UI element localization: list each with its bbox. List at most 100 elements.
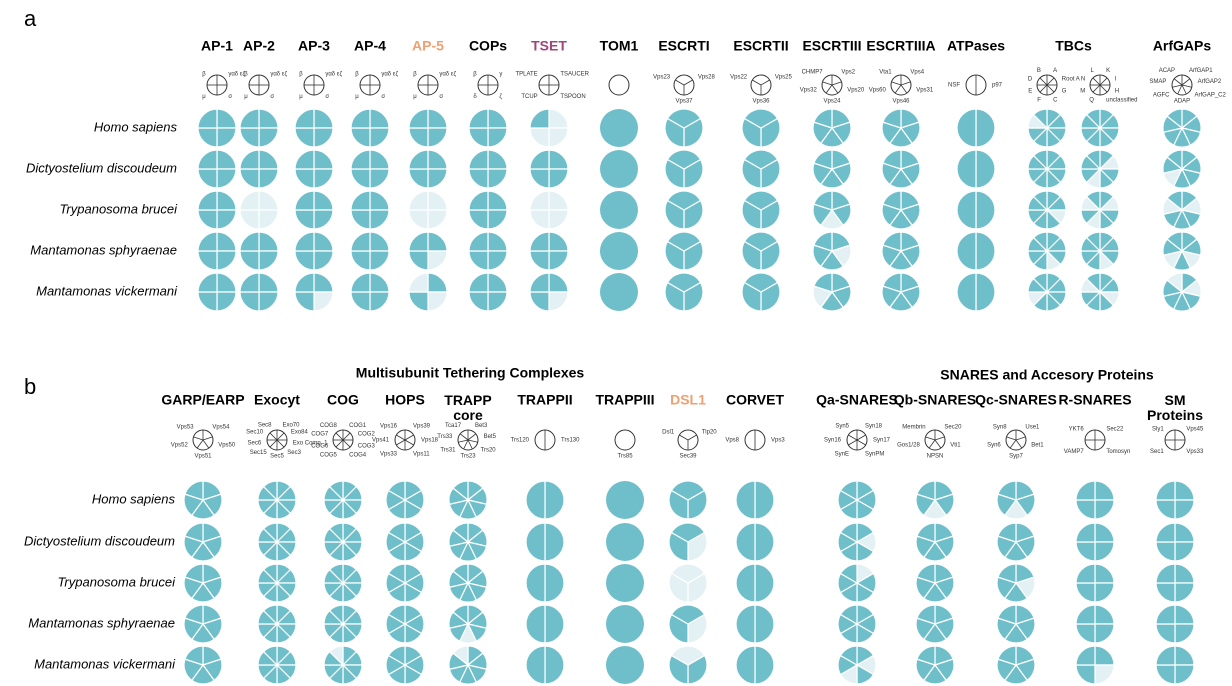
key-label: ACAP (1159, 68, 1175, 74)
segment (743, 190, 779, 211)
segment (427, 231, 448, 252)
key-divider (848, 434, 858, 441)
key-label: Trs33 (437, 434, 453, 440)
organism-label: Dictyostelium discoudeum (26, 160, 177, 175)
segment (1094, 645, 1115, 666)
key-label: COG8 (320, 423, 338, 429)
segment (487, 272, 508, 293)
segment (197, 250, 218, 271)
key-label: Tip20 (702, 430, 717, 436)
key-divider (1039, 84, 1048, 93)
segment (328, 522, 344, 544)
segment (548, 190, 569, 211)
segment (544, 480, 565, 520)
column-header: TRAPP core (444, 392, 491, 423)
segment (1155, 623, 1176, 644)
key-label: Vps8 (725, 438, 739, 444)
key-label: COG6 (311, 444, 329, 450)
segment (544, 522, 565, 562)
segment (670, 604, 706, 625)
segment (258, 250, 279, 271)
segment (997, 645, 1017, 666)
segment (239, 291, 260, 312)
segment (1032, 108, 1048, 130)
segment (754, 480, 775, 520)
key-label: Syn5 (835, 424, 849, 430)
segment (452, 563, 469, 585)
key-divider (196, 439, 204, 449)
key-divider (675, 79, 685, 86)
key-label: Root A (1062, 76, 1080, 82)
segment (452, 522, 469, 544)
segment (1094, 623, 1115, 644)
segment (813, 108, 833, 129)
segment (525, 563, 546, 603)
segment (1094, 563, 1115, 584)
key-label: Exo70 (282, 423, 300, 429)
segment (258, 272, 279, 293)
segment (408, 291, 429, 312)
segment (369, 108, 390, 129)
key-label: γαδ εζ (325, 71, 342, 77)
segment (1032, 190, 1048, 212)
segment (328, 480, 344, 502)
segment (975, 149, 996, 189)
key-divider (925, 436, 936, 441)
segment (882, 190, 902, 211)
segment (262, 522, 278, 544)
segment (997, 522, 1017, 543)
key-label: Vps39 (413, 424, 431, 430)
key-label: Vps18 (421, 438, 439, 444)
key-label: β (244, 71, 248, 77)
segment (216, 168, 237, 189)
key-divider (396, 439, 406, 446)
key-label: Bet3 (475, 423, 488, 429)
key-divider (1173, 78, 1183, 86)
segment (427, 250, 448, 271)
segment (313, 291, 334, 312)
segment (1174, 480, 1195, 501)
key-label: SynPM (865, 451, 884, 457)
segment (184, 480, 204, 501)
key-label: Vps33 (380, 451, 398, 457)
segment (839, 645, 858, 667)
key-label: Exo84 (291, 430, 309, 436)
column-header: TSET (531, 38, 567, 54)
key-divider (276, 439, 285, 448)
key-divider (396, 434, 406, 441)
segment (813, 190, 833, 211)
key-label: Sec6 (248, 440, 262, 446)
segment (487, 231, 508, 252)
segment (239, 231, 260, 252)
segment (548, 209, 569, 230)
key-label: Vps37 (675, 99, 693, 105)
column-header: HOPS (385, 392, 425, 408)
key-label: Vps36 (752, 99, 770, 105)
segment (239, 149, 260, 170)
key-divider (891, 81, 902, 86)
key-label: Sec15 (250, 450, 268, 456)
segment (468, 291, 489, 312)
segment (916, 563, 936, 584)
key-label: COG7 (311, 431, 329, 437)
segment (262, 480, 278, 502)
key-label: Vps28 (698, 75, 716, 81)
segment (813, 149, 833, 170)
segment (1166, 231, 1183, 253)
segment (1085, 108, 1101, 130)
segment (1155, 563, 1176, 584)
segment (216, 108, 237, 129)
segment (468, 149, 489, 170)
segment (1075, 563, 1096, 584)
key-label: Trs31 (440, 448, 456, 454)
segment (294, 291, 315, 312)
key-label: μ (413, 94, 417, 100)
segment (1085, 231, 1101, 253)
column-header: DSL1 (670, 392, 706, 408)
segment (468, 127, 489, 148)
organism-label: Trypanosoma brucei (59, 201, 178, 216)
key-label: Vps54 (212, 425, 230, 431)
group-header: Multisubunit Tethering Complexes (356, 365, 585, 381)
segment (239, 127, 260, 148)
segment (427, 209, 448, 230)
